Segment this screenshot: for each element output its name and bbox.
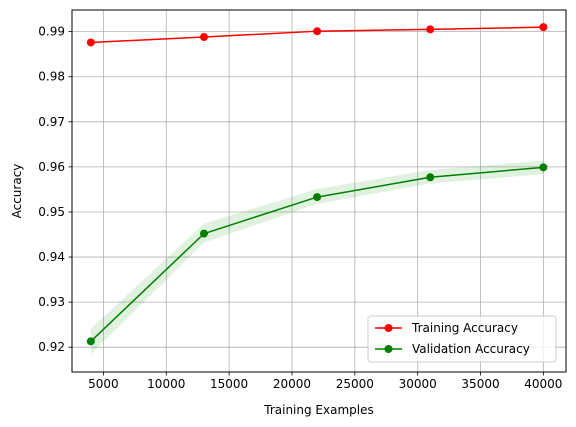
y-tick-label: 0.99 [38, 25, 65, 39]
legend-training-accuracy-label: Training Accuracy [411, 321, 518, 335]
validation-accuracy-point [426, 173, 435, 182]
x-tick-label: 30000 [399, 377, 437, 391]
x-tick-label: 20000 [273, 377, 311, 391]
grid [72, 10, 566, 372]
y-tick-label: 0.93 [38, 295, 65, 309]
x-tick-label: 15000 [210, 377, 248, 391]
x-tick-label: 5000 [88, 377, 119, 391]
legend-validation-accuracy-marker [384, 345, 393, 353]
training-accuracy-point [539, 23, 548, 32]
axis-ticks: 5000 10000 15000 20000 25000 30000 35000 40000 0… [38, 25, 562, 391]
y-tick-label: 0.95 [38, 205, 65, 219]
x-tick-label: 40000 [524, 377, 562, 391]
validation-accuracy-point [86, 337, 95, 346]
x-tick-label: 25000 [336, 377, 374, 391]
y-tick-label: 0.98 [38, 70, 65, 84]
x-axis-label: Training Examples [263, 403, 373, 417]
validation-accuracy-point [313, 193, 322, 202]
y-tick-label: 0.92 [38, 340, 65, 354]
training-accuracy-point [313, 27, 322, 36]
legend-training-accuracy-marker [384, 324, 393, 332]
x-tick-label: 10000 [147, 377, 185, 391]
y-tick-label: 0.97 [38, 115, 65, 129]
legend-box [367, 315, 557, 363]
training-accuracy-point [426, 25, 435, 34]
legend: Training Accuracy Validation Accuracy [367, 315, 557, 363]
validation-accuracy-point [539, 163, 548, 172]
training-accuracy-point [86, 38, 95, 47]
y-axis-label: Accuracy [10, 164, 24, 219]
training-accuracy-point [199, 33, 208, 42]
y-tick-label: 0.96 [38, 160, 65, 174]
plot-frame [71, 9, 567, 373]
validation-accuracy-point [199, 229, 208, 238]
legend-validation-accuracy-label: Validation Accuracy [412, 342, 530, 356]
y-tick-label: 0.94 [38, 250, 65, 264]
x-tick-label: 35000 [461, 377, 499, 391]
series-markers [86, 23, 548, 346]
